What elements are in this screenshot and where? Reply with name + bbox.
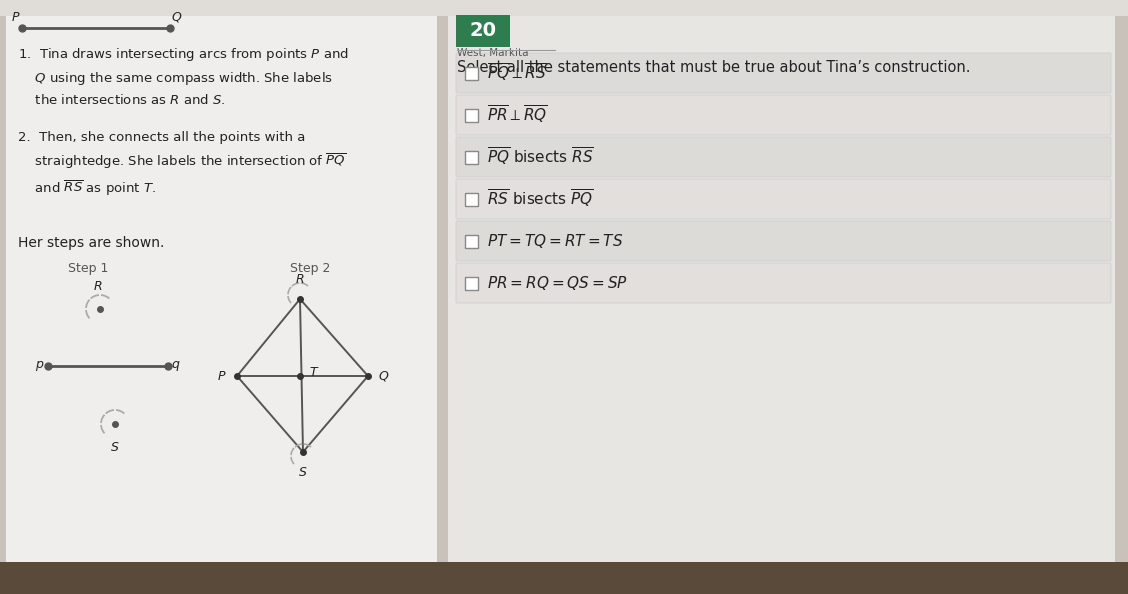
FancyBboxPatch shape <box>465 150 478 163</box>
Text: $PT = TQ = RT = TS$: $PT = TQ = RT = TS$ <box>487 232 624 250</box>
FancyBboxPatch shape <box>456 53 1111 93</box>
Text: $PR = RQ = QS = SP$: $PR = RQ = QS = SP$ <box>487 274 628 292</box>
FancyBboxPatch shape <box>465 192 478 206</box>
FancyBboxPatch shape <box>456 221 1111 261</box>
Text: West, Markita: West, Markita <box>457 48 529 58</box>
FancyBboxPatch shape <box>456 95 1111 135</box>
Text: Step 1: Step 1 <box>68 262 108 275</box>
Text: $S$: $S$ <box>298 466 308 479</box>
FancyBboxPatch shape <box>448 8 1114 564</box>
Text: $R$: $R$ <box>296 273 305 286</box>
Text: Select all the statements that must be true about Tina’s construction.: Select all the statements that must be t… <box>457 60 970 75</box>
Text: $S$: $S$ <box>111 441 120 454</box>
Text: $\overline{RS}\text{ bisects }\overline{PQ}$: $\overline{RS}\text{ bisects }\overline{… <box>487 188 593 210</box>
Text: $q$: $q$ <box>171 359 180 373</box>
Text: $T$: $T$ <box>309 365 319 378</box>
FancyBboxPatch shape <box>456 179 1111 219</box>
FancyBboxPatch shape <box>456 263 1111 303</box>
FancyBboxPatch shape <box>456 15 510 47</box>
FancyBboxPatch shape <box>456 137 1111 177</box>
Text: $\overline{PR} \perp \overline{RQ}$: $\overline{PR} \perp \overline{RQ}$ <box>487 104 548 126</box>
Text: $\overline{PQ} \perp \overline{RS}$: $\overline{PQ} \perp \overline{RS}$ <box>487 62 547 84</box>
Text: Her steps are shown.: Her steps are shown. <box>18 236 165 250</box>
Text: $R$: $R$ <box>94 280 103 293</box>
FancyBboxPatch shape <box>465 235 478 248</box>
FancyBboxPatch shape <box>0 0 1128 16</box>
Text: $Q$: $Q$ <box>378 369 389 383</box>
FancyBboxPatch shape <box>6 8 437 564</box>
Text: Step 2: Step 2 <box>290 262 331 275</box>
Text: $\overline{PQ}\text{ bisects }\overline{RS}$: $\overline{PQ}\text{ bisects }\overline{… <box>487 146 593 168</box>
FancyBboxPatch shape <box>465 276 478 289</box>
Text: 20: 20 <box>469 21 496 40</box>
Text: $P$: $P$ <box>11 11 20 24</box>
Text: $p$: $p$ <box>35 359 45 373</box>
FancyBboxPatch shape <box>465 109 478 122</box>
Text: $P$: $P$ <box>218 369 227 383</box>
Text: 1.  Tina draws intersecting arcs from points $P$ and
    $Q$ using the same comp: 1. Tina draws intersecting arcs from poi… <box>18 46 349 198</box>
FancyBboxPatch shape <box>0 562 1128 594</box>
FancyBboxPatch shape <box>465 67 478 80</box>
Text: $Q$: $Q$ <box>171 10 183 24</box>
